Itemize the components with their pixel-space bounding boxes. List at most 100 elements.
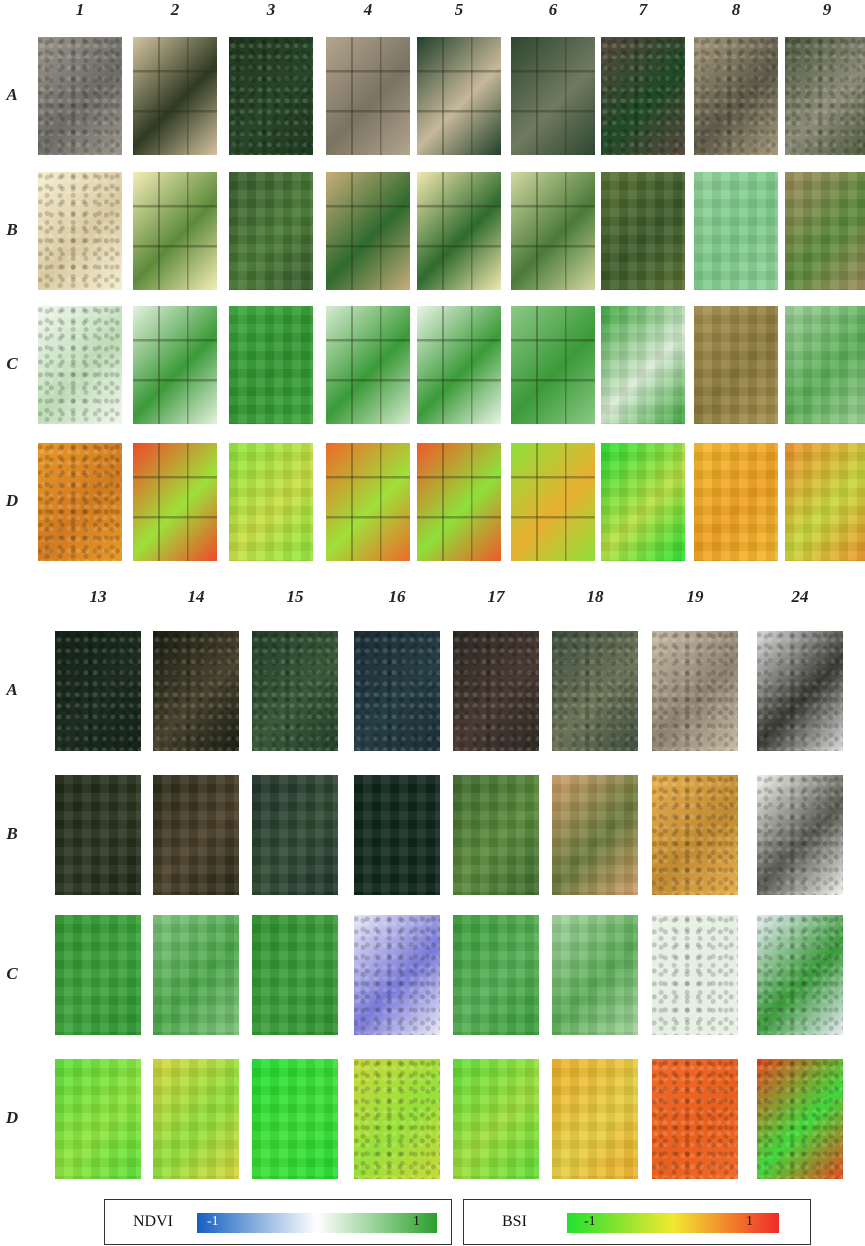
tile-d-14 [153, 1059, 239, 1179]
bsi-legend-title: BSI [502, 1213, 527, 1230]
tile-a-4 [326, 37, 410, 155]
bottom-row-label-c: C [6, 964, 18, 983]
tile-d-24 [757, 1059, 843, 1179]
bsi-legend: BSI -1 1 [463, 1199, 811, 1245]
tile-c-6 [511, 306, 595, 424]
tile-b-8 [694, 172, 778, 290]
tile-a-15 [252, 631, 338, 751]
tile-d-6 [511, 443, 595, 561]
tile-d-13 [55, 1059, 141, 1179]
ndvi-min-label: -1 [207, 1214, 219, 1229]
column-number-18: 18 [586, 587, 604, 606]
tile-d-17 [453, 1059, 539, 1179]
tile-b-18 [552, 775, 638, 895]
tile-a-24 [757, 631, 843, 751]
tile-c-13 [55, 915, 141, 1035]
column-number-7: 7 [638, 0, 648, 19]
tile-b-1 [38, 172, 122, 290]
column-number-13: 13 [89, 587, 107, 606]
tile-c-7 [601, 306, 685, 424]
tile-b-13 [55, 775, 141, 895]
tile-d-4 [326, 443, 410, 561]
column-number-16: 16 [388, 587, 406, 606]
column-number-9: 9 [822, 0, 832, 19]
tile-b-15 [252, 775, 338, 895]
tile-a-13 [55, 631, 141, 751]
tile-c-14 [153, 915, 239, 1035]
tile-c-19 [652, 915, 738, 1035]
tile-a-5 [417, 37, 501, 155]
top-row-label-d: D [5, 491, 19, 510]
tile-c-8 [694, 306, 778, 424]
tile-d-16 [354, 1059, 440, 1179]
tile-b-16 [354, 775, 440, 895]
tile-d-3 [229, 443, 313, 561]
top-row-label-b: B [6, 220, 18, 239]
ndvi-colorbar [197, 1213, 437, 1233]
ndvi-max-label: 1 [413, 1214, 420, 1229]
tile-c-9 [785, 306, 865, 424]
tile-a-2 [133, 37, 217, 155]
tile-c-18 [552, 915, 638, 1035]
column-number-17: 17 [487, 587, 505, 606]
tile-a-7 [601, 37, 685, 155]
column-number-24: 24 [791, 587, 809, 606]
tile-d-19 [652, 1059, 738, 1179]
tile-c-3 [229, 306, 313, 424]
tile-c-24 [757, 915, 843, 1035]
bsi-min-label: -1 [584, 1214, 596, 1229]
tile-a-3 [229, 37, 313, 155]
tile-c-17 [453, 915, 539, 1035]
ndvi-legend: NDVI -1 1 [104, 1199, 452, 1245]
top-row-label-a: A [6, 85, 18, 104]
tile-a-8 [694, 37, 778, 155]
column-number-8: 8 [731, 0, 741, 19]
tile-c-5 [417, 306, 501, 424]
tile-a-16 [354, 631, 440, 751]
column-number-5: 5 [454, 0, 464, 19]
tile-d-5 [417, 443, 501, 561]
tile-b-7 [601, 172, 685, 290]
tile-c-16 [354, 915, 440, 1035]
tile-b-19 [652, 775, 738, 895]
tile-a-6 [511, 37, 595, 155]
tile-d-2 [133, 443, 217, 561]
ndvi-legend-title: NDVI [133, 1213, 173, 1230]
tile-c-15 [252, 915, 338, 1035]
tile-a-9 [785, 37, 865, 155]
column-number-14: 14 [187, 587, 205, 606]
tile-b-6 [511, 172, 595, 290]
bottom-row-label-a: A [6, 680, 18, 699]
tile-b-3 [229, 172, 313, 290]
column-number-4: 4 [363, 0, 373, 19]
column-number-3: 3 [266, 0, 276, 19]
tile-b-2 [133, 172, 217, 290]
tile-b-4 [326, 172, 410, 290]
bottom-row-label-b: B [6, 824, 18, 843]
tile-d-15 [252, 1059, 338, 1179]
tile-d-8 [694, 443, 778, 561]
tile-b-9 [785, 172, 865, 290]
tile-c-2 [133, 306, 217, 424]
tile-a-19 [652, 631, 738, 751]
tile-b-24 [757, 775, 843, 895]
column-number-6: 6 [548, 0, 558, 19]
tile-a-17 [453, 631, 539, 751]
tile-a-18 [552, 631, 638, 751]
tile-b-14 [153, 775, 239, 895]
tile-d-7 [601, 443, 685, 561]
column-number-2: 2 [170, 0, 180, 19]
top-row-label-c: C [6, 354, 18, 373]
tile-b-5 [417, 172, 501, 290]
bottom-row-label-d: D [5, 1108, 19, 1127]
tile-a-14 [153, 631, 239, 751]
column-number-1: 1 [75, 0, 85, 19]
tile-c-1 [38, 306, 122, 424]
bsi-max-label: 1 [746, 1214, 753, 1229]
tile-a-1 [38, 37, 122, 155]
column-number-15: 15 [286, 587, 304, 606]
bsi-colorbar [567, 1213, 779, 1233]
tile-d-9 [785, 443, 865, 561]
tile-d-1 [38, 443, 122, 561]
column-number-19: 19 [686, 587, 704, 606]
